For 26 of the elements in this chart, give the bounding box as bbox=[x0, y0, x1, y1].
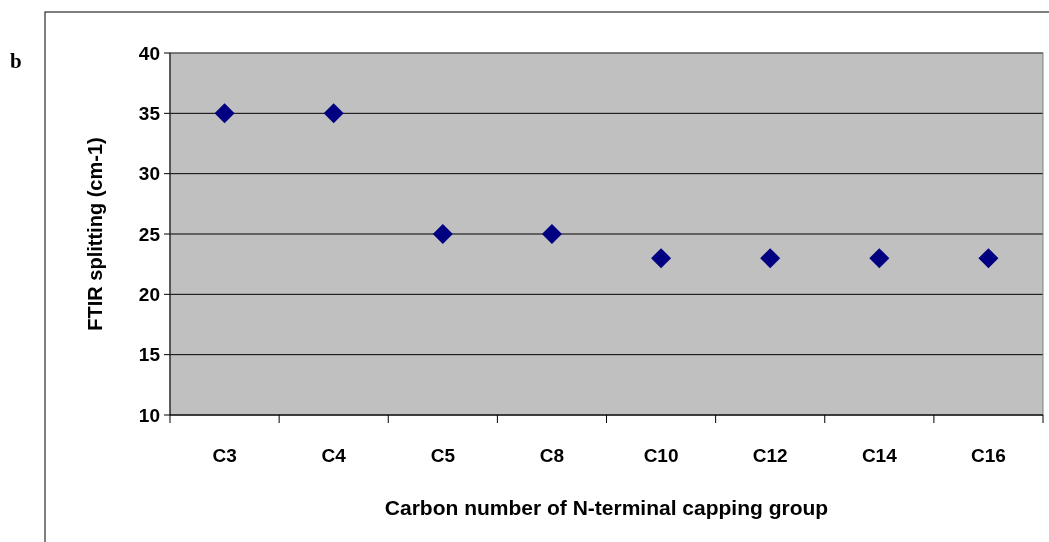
x-tick-label: C16 bbox=[971, 445, 1006, 466]
point bbox=[978, 248, 999, 269]
point bbox=[541, 224, 562, 244]
y-tick-label: 15 bbox=[138, 344, 161, 366]
point bbox=[760, 248, 781, 269]
y-tick-label: 30 bbox=[138, 163, 160, 185]
point bbox=[651, 248, 672, 269]
point bbox=[323, 103, 344, 124]
x-tick-label: C5 bbox=[430, 445, 456, 466]
point bbox=[214, 103, 235, 124]
y-axis-title: FTIR splitting (cm-1) bbox=[84, 137, 106, 331]
y-tick-label: 10 bbox=[138, 404, 160, 426]
x-tick-label: C8 bbox=[539, 445, 565, 466]
y-tick-label: 40 bbox=[138, 42, 160, 64]
y-tick-label: 35 bbox=[138, 102, 161, 124]
x-axis-title: Carbon number of N-terminal capping group bbox=[384, 496, 829, 519]
point bbox=[432, 224, 453, 244]
x-tick-label: C14 bbox=[861, 445, 898, 466]
x-tick-label: C10 bbox=[643, 445, 679, 466]
point bbox=[869, 248, 890, 269]
x-tick-label: C12 bbox=[752, 445, 788, 466]
y-tick-label: 25 bbox=[138, 223, 161, 245]
x-tick-label: C4 bbox=[321, 445, 347, 466]
x-tick-label: C3 bbox=[212, 445, 237, 466]
text: b bbox=[10, 49, 22, 73]
y-tick-label: 20 bbox=[138, 283, 160, 305]
